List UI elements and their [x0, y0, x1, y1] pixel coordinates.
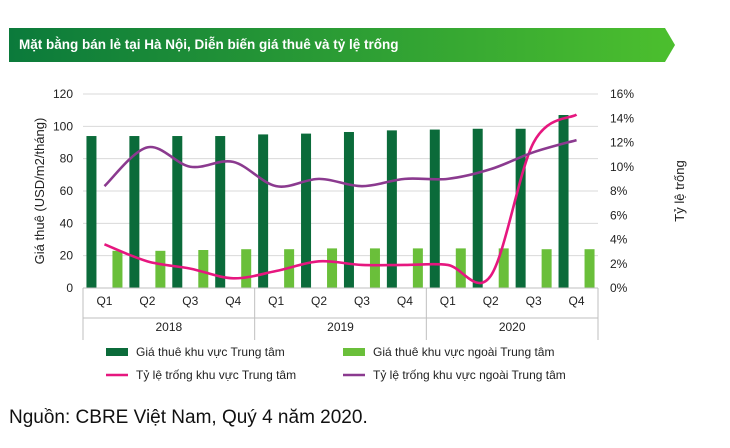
x-tick-label: Q2 — [139, 294, 155, 308]
bar-center-rent — [258, 134, 269, 288]
bar-outer-rent — [455, 248, 466, 288]
legend-label: Tỷ lệ trống khu vực Trung tâm — [136, 368, 296, 382]
bar-center-rent — [129, 136, 140, 288]
y-tick-label: 100 — [53, 119, 73, 133]
x-tick-label: Q4 — [569, 294, 585, 308]
bar-center-rent — [301, 133, 312, 288]
bar-center-rent — [429, 129, 440, 288]
x-tick-label: Q3 — [526, 294, 542, 308]
y-tick-label: 40 — [60, 216, 74, 230]
y-tick-label: 20 — [60, 249, 74, 263]
x-tick-label: Q1 — [96, 294, 112, 308]
x-tick-label: Q1 — [268, 294, 284, 308]
bar-center-rent — [172, 136, 183, 288]
x-tick-label: Q2 — [311, 294, 327, 308]
legend-swatch — [343, 348, 365, 356]
bar-outer-rent — [155, 250, 166, 288]
banner-arrow-shape — [9, 28, 675, 62]
bar-outer-rent — [541, 249, 552, 288]
bar-outer-rent — [369, 248, 380, 288]
year-label: 2018 — [155, 320, 182, 334]
year-label: 2019 — [327, 320, 354, 334]
legend-label: Giá thuê khu vực ngoài Trung tâm — [373, 345, 554, 359]
bar-center-rent — [215, 136, 226, 288]
legend-swatch — [106, 348, 128, 356]
y2-tick-label: 16% — [610, 87, 634, 101]
y2-tick-label: 10% — [610, 160, 634, 174]
bar-outer-rent — [112, 250, 123, 288]
year-label: 2020 — [499, 320, 526, 334]
bar-outer-rent — [241, 249, 252, 288]
bar-center-rent — [515, 128, 526, 288]
y2-tick-label: 4% — [610, 233, 628, 247]
x-tick-label: Q4 — [225, 294, 241, 308]
bar-center-rent — [86, 136, 97, 288]
y2-axis-title: Tỷ lệ trống — [672, 160, 687, 221]
y2-tick-label: 8% — [610, 184, 628, 198]
bar-outer-rent — [584, 249, 595, 288]
legend-label: Tỷ lệ trống khu vực ngoài Trung tâm — [373, 368, 566, 382]
bar-center-rent — [343, 131, 354, 288]
y-tick-label: 60 — [60, 184, 74, 198]
y-tick-label: 120 — [53, 87, 73, 101]
bar-outer-rent — [327, 248, 338, 288]
y2-tick-label: 12% — [610, 136, 634, 150]
bar-outer-rent — [412, 248, 423, 288]
y2-tick-label: 2% — [610, 257, 628, 271]
line-center-vacancy — [103, 113, 578, 285]
y-axis-title: Giá thuê (USD/m2/tháng) — [32, 118, 47, 265]
x-tick-label: Q1 — [440, 294, 456, 308]
x-tick-label: Q3 — [182, 294, 198, 308]
bar-center-rent — [386, 130, 397, 288]
bar-center-rent — [472, 128, 483, 288]
bar-outer-rent — [498, 248, 509, 288]
bar-center-rent — [558, 115, 569, 288]
x-tick-label: Q3 — [354, 294, 370, 308]
line-outer-vacancy — [103, 138, 577, 188]
source-note: Nguồn: CBRE Việt Nam, Quý 4 năm 2020. — [9, 407, 368, 428]
y2-tick-label: 0% — [610, 281, 628, 295]
x-tick-label: Q4 — [397, 294, 413, 308]
x-tick-label: Q2 — [483, 294, 499, 308]
y2-tick-label: 14% — [610, 111, 634, 125]
chart-title: Mặt bằng bán lẻ tại Hà Nội, Diễn biến gi… — [19, 37, 399, 52]
y-tick-label: 0 — [66, 281, 73, 295]
bar-outer-rent — [198, 250, 209, 288]
y2-tick-label: 6% — [610, 208, 628, 222]
legend-label: Giá thuê khu vực Trung tâm — [136, 345, 285, 359]
combo-chart: 0 20 40 60 80 100 120 0% 2% 4% 6% 8% 10% 12% 14% 16% Q1 Q… — [32, 87, 687, 382]
y-tick-label: 80 — [60, 152, 74, 166]
chart-header-banner: Mặt bằng bán lẻ tại Hà Nội, Diễn biến gi… — [9, 28, 675, 62]
